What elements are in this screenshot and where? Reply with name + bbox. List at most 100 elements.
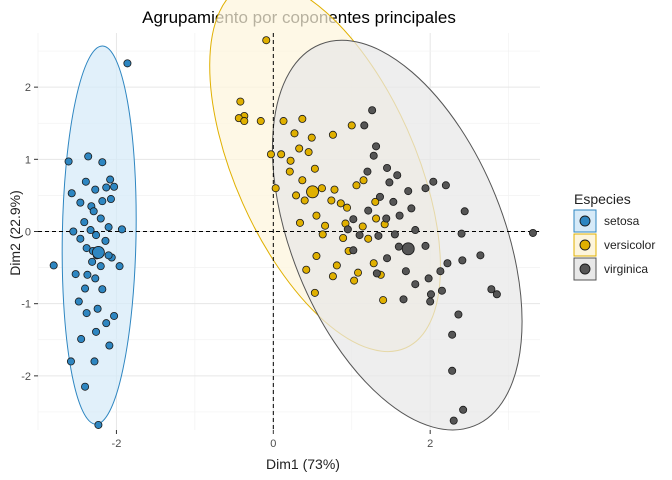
point-versicolor bbox=[279, 117, 288, 126]
point-versicolor bbox=[285, 167, 294, 176]
point-versicolor bbox=[358, 222, 367, 231]
y-axis-ticks: -2 -1 0 1 2 bbox=[21, 82, 38, 383]
point-virginica bbox=[429, 177, 438, 186]
point-versicolor bbox=[328, 272, 337, 281]
point-setosa bbox=[81, 177, 90, 186]
point-virginica bbox=[441, 181, 450, 190]
point-virginica bbox=[487, 285, 496, 294]
point-setosa bbox=[98, 158, 107, 167]
point-virginica bbox=[364, 206, 373, 215]
point-virginica bbox=[448, 366, 457, 375]
point-setosa bbox=[115, 262, 124, 271]
point-setosa bbox=[102, 319, 111, 328]
point-versicolor bbox=[336, 199, 345, 208]
point-setosa bbox=[105, 341, 114, 350]
point-virginica bbox=[399, 295, 408, 304]
point-setosa bbox=[91, 185, 100, 194]
point-virginica bbox=[382, 214, 391, 223]
point-versicolor bbox=[372, 214, 381, 223]
point-virginica bbox=[436, 267, 445, 276]
point-virginica bbox=[372, 269, 381, 278]
point-setosa bbox=[102, 183, 111, 192]
point-versicolor bbox=[312, 252, 321, 261]
point-setosa bbox=[66, 357, 75, 366]
centroid-versicolor bbox=[306, 185, 319, 199]
legend-label-setosa: setosa bbox=[604, 214, 640, 228]
point-versicolor bbox=[350, 276, 359, 285]
point-setosa bbox=[69, 227, 78, 236]
point-setosa bbox=[96, 262, 105, 271]
point-versicolor bbox=[271, 184, 280, 193]
centroid-virginica bbox=[401, 242, 415, 256]
point-virginica bbox=[394, 242, 403, 251]
y-tick-label: 0 bbox=[25, 227, 31, 239]
point-virginica bbox=[460, 207, 469, 216]
legend-title: Especies bbox=[574, 191, 631, 207]
point-setosa bbox=[81, 284, 90, 293]
legend-items: setosa versicolor virginica bbox=[573, 209, 655, 281]
group-centroids bbox=[91, 185, 415, 259]
point-versicolor bbox=[321, 221, 330, 230]
legend-marker-virginica bbox=[579, 263, 591, 275]
legend-marker-versicolor bbox=[579, 239, 591, 251]
point-virginica bbox=[421, 184, 430, 193]
point-setosa bbox=[117, 225, 126, 234]
legend: Especies setosa versicolor virginica bbox=[573, 191, 655, 281]
point-versicolor bbox=[318, 230, 327, 239]
point-virginica bbox=[437, 286, 446, 295]
y-tick-label: -2 bbox=[21, 371, 31, 383]
point-setosa bbox=[96, 214, 105, 223]
y-axis-title: Dim2 (22.9%) bbox=[7, 190, 23, 276]
point-setosa bbox=[84, 152, 93, 161]
point-versicolor bbox=[300, 196, 309, 205]
legend-marker-setosa bbox=[579, 215, 591, 227]
point-virginica bbox=[355, 231, 364, 240]
point-setosa bbox=[92, 231, 101, 240]
point-virginica bbox=[363, 167, 372, 176]
point-versicolor bbox=[352, 181, 361, 190]
point-versicolor bbox=[290, 129, 299, 138]
point-versicolor bbox=[328, 130, 337, 139]
point-virginica bbox=[476, 251, 485, 260]
point-setosa bbox=[89, 207, 98, 216]
point-virginica bbox=[421, 241, 430, 250]
point-virginica bbox=[383, 254, 392, 263]
point-virginica bbox=[426, 297, 435, 306]
point-versicolor bbox=[354, 268, 363, 277]
point-setosa bbox=[91, 274, 100, 283]
point-setosa bbox=[71, 270, 80, 279]
point-setosa bbox=[76, 234, 85, 243]
point-setosa bbox=[92, 327, 101, 336]
point-virginica bbox=[411, 226, 420, 235]
point-setosa bbox=[80, 218, 89, 227]
plot-panel bbox=[37, 0, 540, 431]
y-tick-label: -1 bbox=[21, 299, 31, 311]
point-setosa bbox=[74, 297, 83, 306]
reference-lines bbox=[38, 33, 540, 430]
point-versicolor bbox=[371, 197, 380, 206]
point-virginica bbox=[385, 178, 394, 187]
point-setosa bbox=[123, 59, 132, 68]
point-virginica bbox=[393, 171, 402, 180]
point-virginica bbox=[368, 106, 377, 115]
x-axis-ticks: -2 0 2 bbox=[112, 430, 433, 450]
point-versicolor bbox=[330, 185, 339, 194]
point-versicolor bbox=[240, 117, 249, 126]
point-versicolor bbox=[379, 296, 388, 305]
point-virginica bbox=[448, 330, 457, 339]
point-virginica bbox=[411, 280, 420, 289]
point-setosa bbox=[81, 382, 90, 391]
point-virginica bbox=[389, 197, 398, 206]
point-virginica bbox=[372, 142, 381, 151]
point-versicolor bbox=[327, 196, 336, 205]
point-virginica bbox=[369, 151, 378, 160]
point-versicolor bbox=[310, 288, 319, 297]
point-setosa bbox=[77, 335, 86, 344]
data-points bbox=[49, 36, 537, 429]
point-versicolor bbox=[295, 218, 304, 227]
point-setosa bbox=[98, 285, 107, 294]
point-setosa bbox=[106, 175, 115, 184]
point-virginica bbox=[528, 228, 537, 237]
point-virginica bbox=[443, 259, 452, 268]
point-setosa bbox=[93, 304, 102, 313]
